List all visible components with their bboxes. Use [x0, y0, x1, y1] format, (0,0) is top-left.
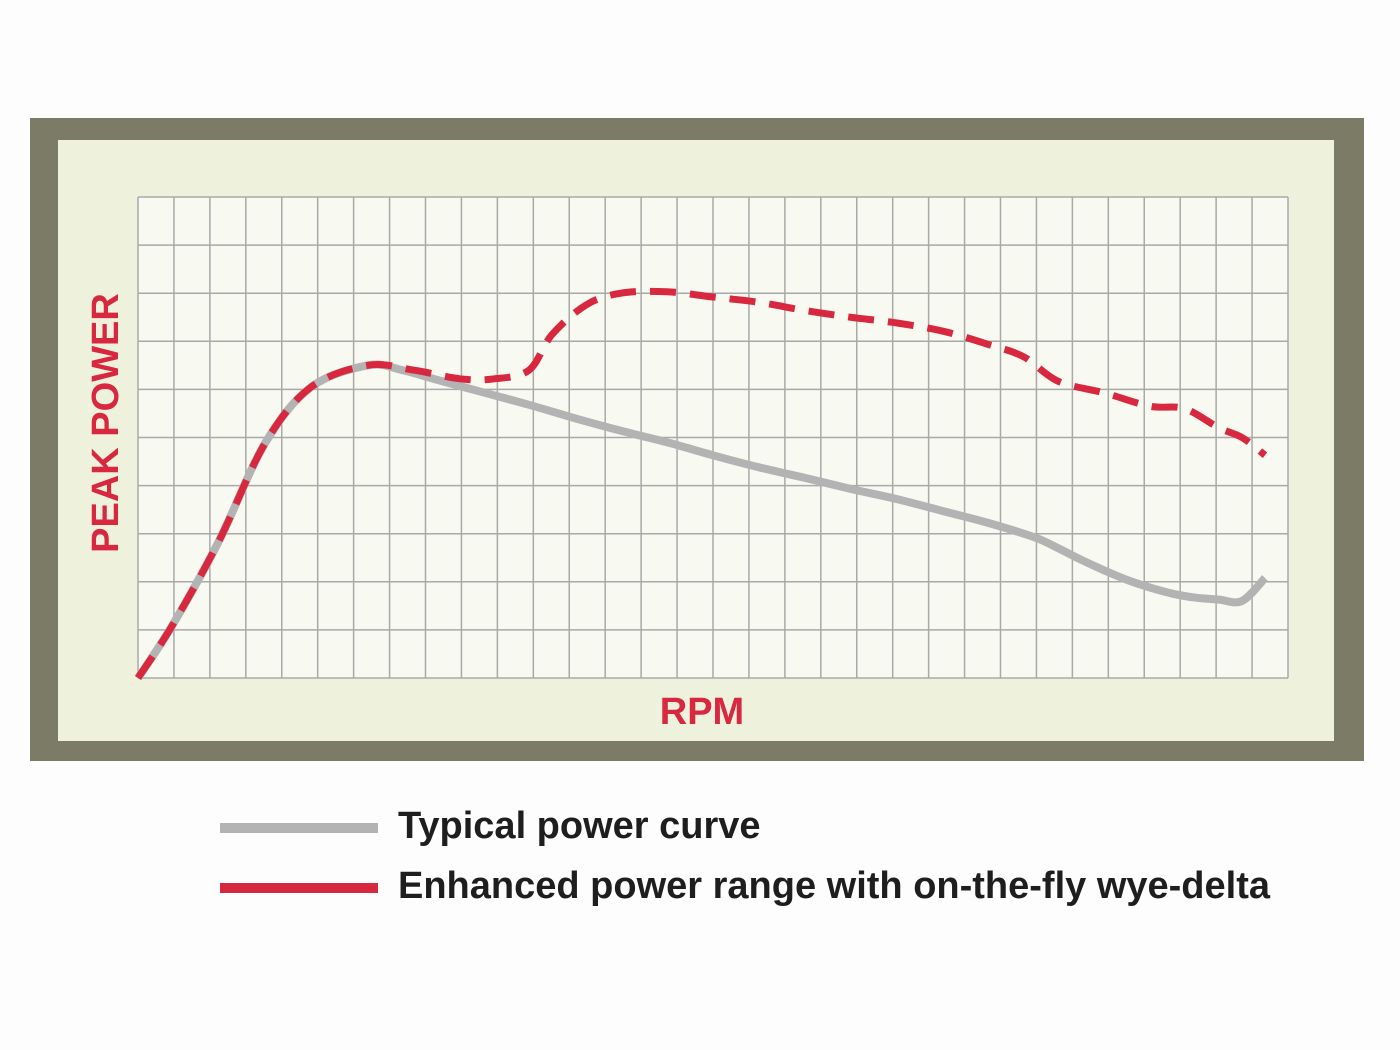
legend-label-typical: Typical power curve: [398, 805, 761, 847]
power-curve-chart: PEAK POWER RPM: [30, 118, 1364, 761]
x-axis-title: RPM: [660, 691, 744, 733]
legend-swatch-enhanced: [220, 883, 378, 893]
enhanced-power-line: [135, 287, 1268, 680]
legend-label-enhanced: Enhanced power range with on-the-fly wye…: [398, 865, 1270, 907]
legend-item-typical: Typical power curve: [220, 805, 1320, 865]
legend-swatch-typical: [220, 823, 378, 833]
legend-item-enhanced: Enhanced power range with on-the-fly wye…: [220, 865, 1320, 925]
y-axis-title: PEAK POWER: [85, 293, 127, 553]
legend: Typical power curve Enhanced power range…: [220, 805, 1320, 925]
series-layer: [134, 287, 1268, 681]
